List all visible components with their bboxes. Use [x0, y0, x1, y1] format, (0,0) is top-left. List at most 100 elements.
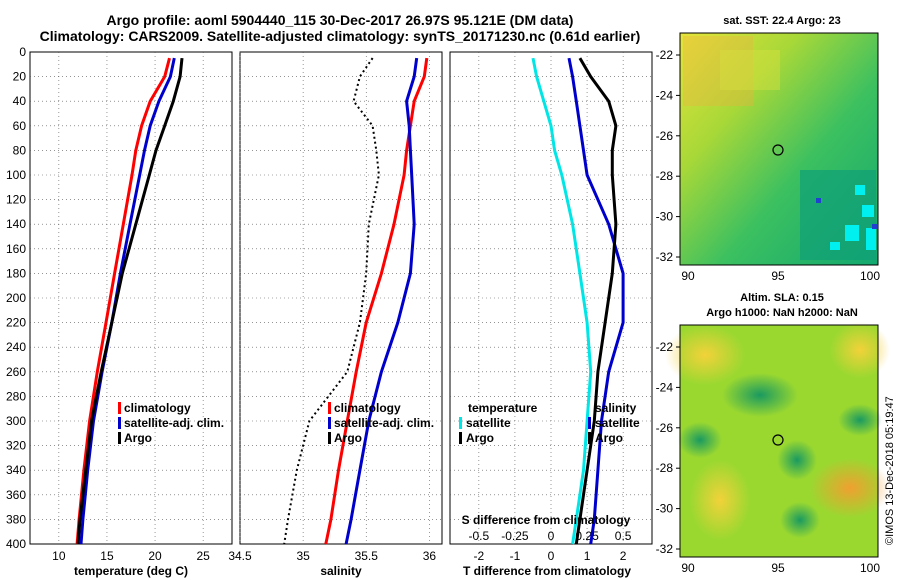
series-line-s-satellite: [567, 57, 625, 545]
depth-tick-label: 160: [6, 242, 26, 256]
legend-temperature-heading: temperature: [468, 401, 538, 415]
sst-pixel: [816, 198, 821, 203]
lat-tick-label: -32: [656, 250, 674, 264]
series-line-climatology: [75, 57, 171, 545]
depth-tick-label: 180: [6, 266, 26, 280]
lat-tick-label: -22: [656, 340, 674, 354]
depth-tick-label: 200: [6, 291, 26, 305]
legend-swatch-argo: [118, 432, 121, 444]
legend-s-satellite: satellite: [595, 416, 640, 430]
lat-tick-label: -30: [656, 210, 674, 224]
legend-argo: Argo: [334, 431, 362, 445]
legend-swatch-t-satellite: [459, 417, 462, 429]
x-tick-labels: 10 15 20 25 34.5 35 35.5 36 -2 -1 0 1 2-0.5 -0.25 0 0.2…: [52, 529, 632, 563]
x-tick-label: 1: [584, 549, 591, 563]
x-tick-label: 20: [148, 549, 162, 563]
sla-high-blob: [665, 325, 745, 385]
t-difference-axis-label: T difference from climatology: [463, 564, 631, 578]
lat-tick-label: -28: [656, 169, 674, 183]
sla-map: [665, 322, 890, 558]
depth-tick-label: 100: [6, 168, 26, 182]
series-line-argo: [76, 57, 184, 545]
sla-low-blob: [780, 502, 820, 538]
x-tick-label: 35.5: [355, 549, 379, 563]
sla-map-title-line1: Altim. SLA: 0.15: [740, 292, 824, 304]
lat-tick-label: -26: [656, 421, 674, 435]
legend-swatch-s-argo: [588, 432, 591, 444]
legend-s-argo: Argo: [595, 431, 623, 445]
depth-tick-label: 400: [6, 537, 26, 551]
legend-t-argo: Argo: [466, 431, 494, 445]
sst-cold-pixel: [830, 242, 840, 250]
figure-title-line2: Climatology: CARS2009. Satellite-adjuste…: [39, 28, 641, 44]
sla-map-ticks: 90 95 100 -22 -24 -26 -28 -30 -32: [656, 340, 881, 575]
x-tick-label: 34.5: [228, 549, 252, 563]
lon-tick-label: 95: [771, 269, 785, 283]
legend-swatch-satellite: [118, 417, 121, 429]
legend-swatch-climatology: [328, 402, 331, 414]
sla-high-blob: [690, 460, 750, 540]
depth-tick-label: 300: [6, 414, 26, 428]
x2-tick-label: -0.5: [469, 529, 490, 543]
sst-pixel: [872, 224, 877, 229]
sla-low-blob: [678, 422, 722, 458]
sst-warm-patch: [683, 36, 753, 106]
lon-tick-label: 100: [860, 269, 880, 283]
lat-tick-label: -26: [656, 129, 674, 143]
gridlines: [30, 52, 652, 544]
salinity-legend: climatology satellite-adj. clim. Argo: [328, 401, 434, 445]
x-tick-label: 2: [620, 549, 627, 563]
series-line-satellite-adj-clim-: [344, 57, 419, 545]
depth-tick-label: 0: [19, 45, 26, 59]
series-line-satellite-adj-clim-: [79, 57, 176, 545]
depth-tick-label: 320: [6, 439, 26, 453]
lon-tick-label: 90: [681, 561, 695, 575]
x-tick-label: -2: [474, 549, 485, 563]
sla-low-blob: [777, 440, 817, 480]
depth-tick-label: 340: [6, 463, 26, 477]
x-tick-label: 35: [296, 549, 310, 563]
sla-low-blob: [722, 373, 798, 417]
sst-warm-patch: [720, 50, 780, 90]
lat-tick-label: -30: [656, 502, 674, 516]
depth-tick-label: 360: [6, 488, 26, 502]
x-tick-label: 36: [423, 549, 437, 563]
x2-tick-label: -0.25: [501, 529, 529, 543]
legend-argo: Argo: [124, 431, 152, 445]
legend-swatch-s-satellite: [588, 417, 591, 429]
legend-climatology: climatology: [124, 401, 191, 415]
figure-title-line1: Argo profile: aoml 5904440_115 30-Dec-20…: [106, 12, 574, 28]
legend-satellite-adj: satellite-adj. clim.: [124, 416, 224, 430]
x-tick-label: 25: [196, 549, 210, 563]
x2-tick-label: 0.5: [615, 529, 632, 543]
x2-tick-label: 0: [548, 529, 555, 543]
s-difference-axis-label: S difference from climatology: [462, 513, 631, 527]
imos-credit: ©IMOS 13-Dec-2018 05:19:47: [884, 396, 896, 545]
legend-swatch-satellite: [328, 417, 331, 429]
depth-tick-label: 280: [6, 389, 26, 403]
series-line-argo: [574, 57, 618, 545]
lon-tick-label: 100: [860, 561, 880, 575]
sla-high-blob: [810, 458, 890, 518]
x-tick-label: 0: [548, 549, 555, 563]
legend-swatch-t-argo: [459, 432, 462, 444]
legend-climatology: climatology: [334, 401, 401, 415]
argo-location-marker: [772, 144, 784, 156]
sst-cold-pixel: [845, 225, 859, 241]
depth-tick-label: 40: [13, 94, 27, 108]
lat-tick-label: -32: [656, 542, 674, 556]
depth-tick-labels: 0 20 40 60 80 100 120 140 160 180 200 220 240 260 280 3…: [6, 45, 26, 551]
lat-tick-label: -28: [656, 461, 674, 475]
difference-legend: temperature satellite Argo salinity sate…: [459, 401, 640, 445]
lat-tick-label: -22: [656, 48, 674, 62]
x-tick-label: -1: [510, 549, 521, 563]
sst-map-title: sat. SST: 22.4 Argo: 23: [723, 15, 841, 27]
x-tick-label: 10: [52, 549, 66, 563]
sst-map-ticks: 90 95 100 -22 -24 -26 -28 -30 -32: [656, 48, 881, 283]
depth-tick-label: 120: [6, 193, 26, 207]
depth-tick-label: 20: [13, 70, 27, 84]
depth-tick-label: 240: [6, 340, 26, 354]
legend-salinity-heading: salinity: [595, 401, 637, 415]
series-line-argo: [283, 57, 380, 545]
